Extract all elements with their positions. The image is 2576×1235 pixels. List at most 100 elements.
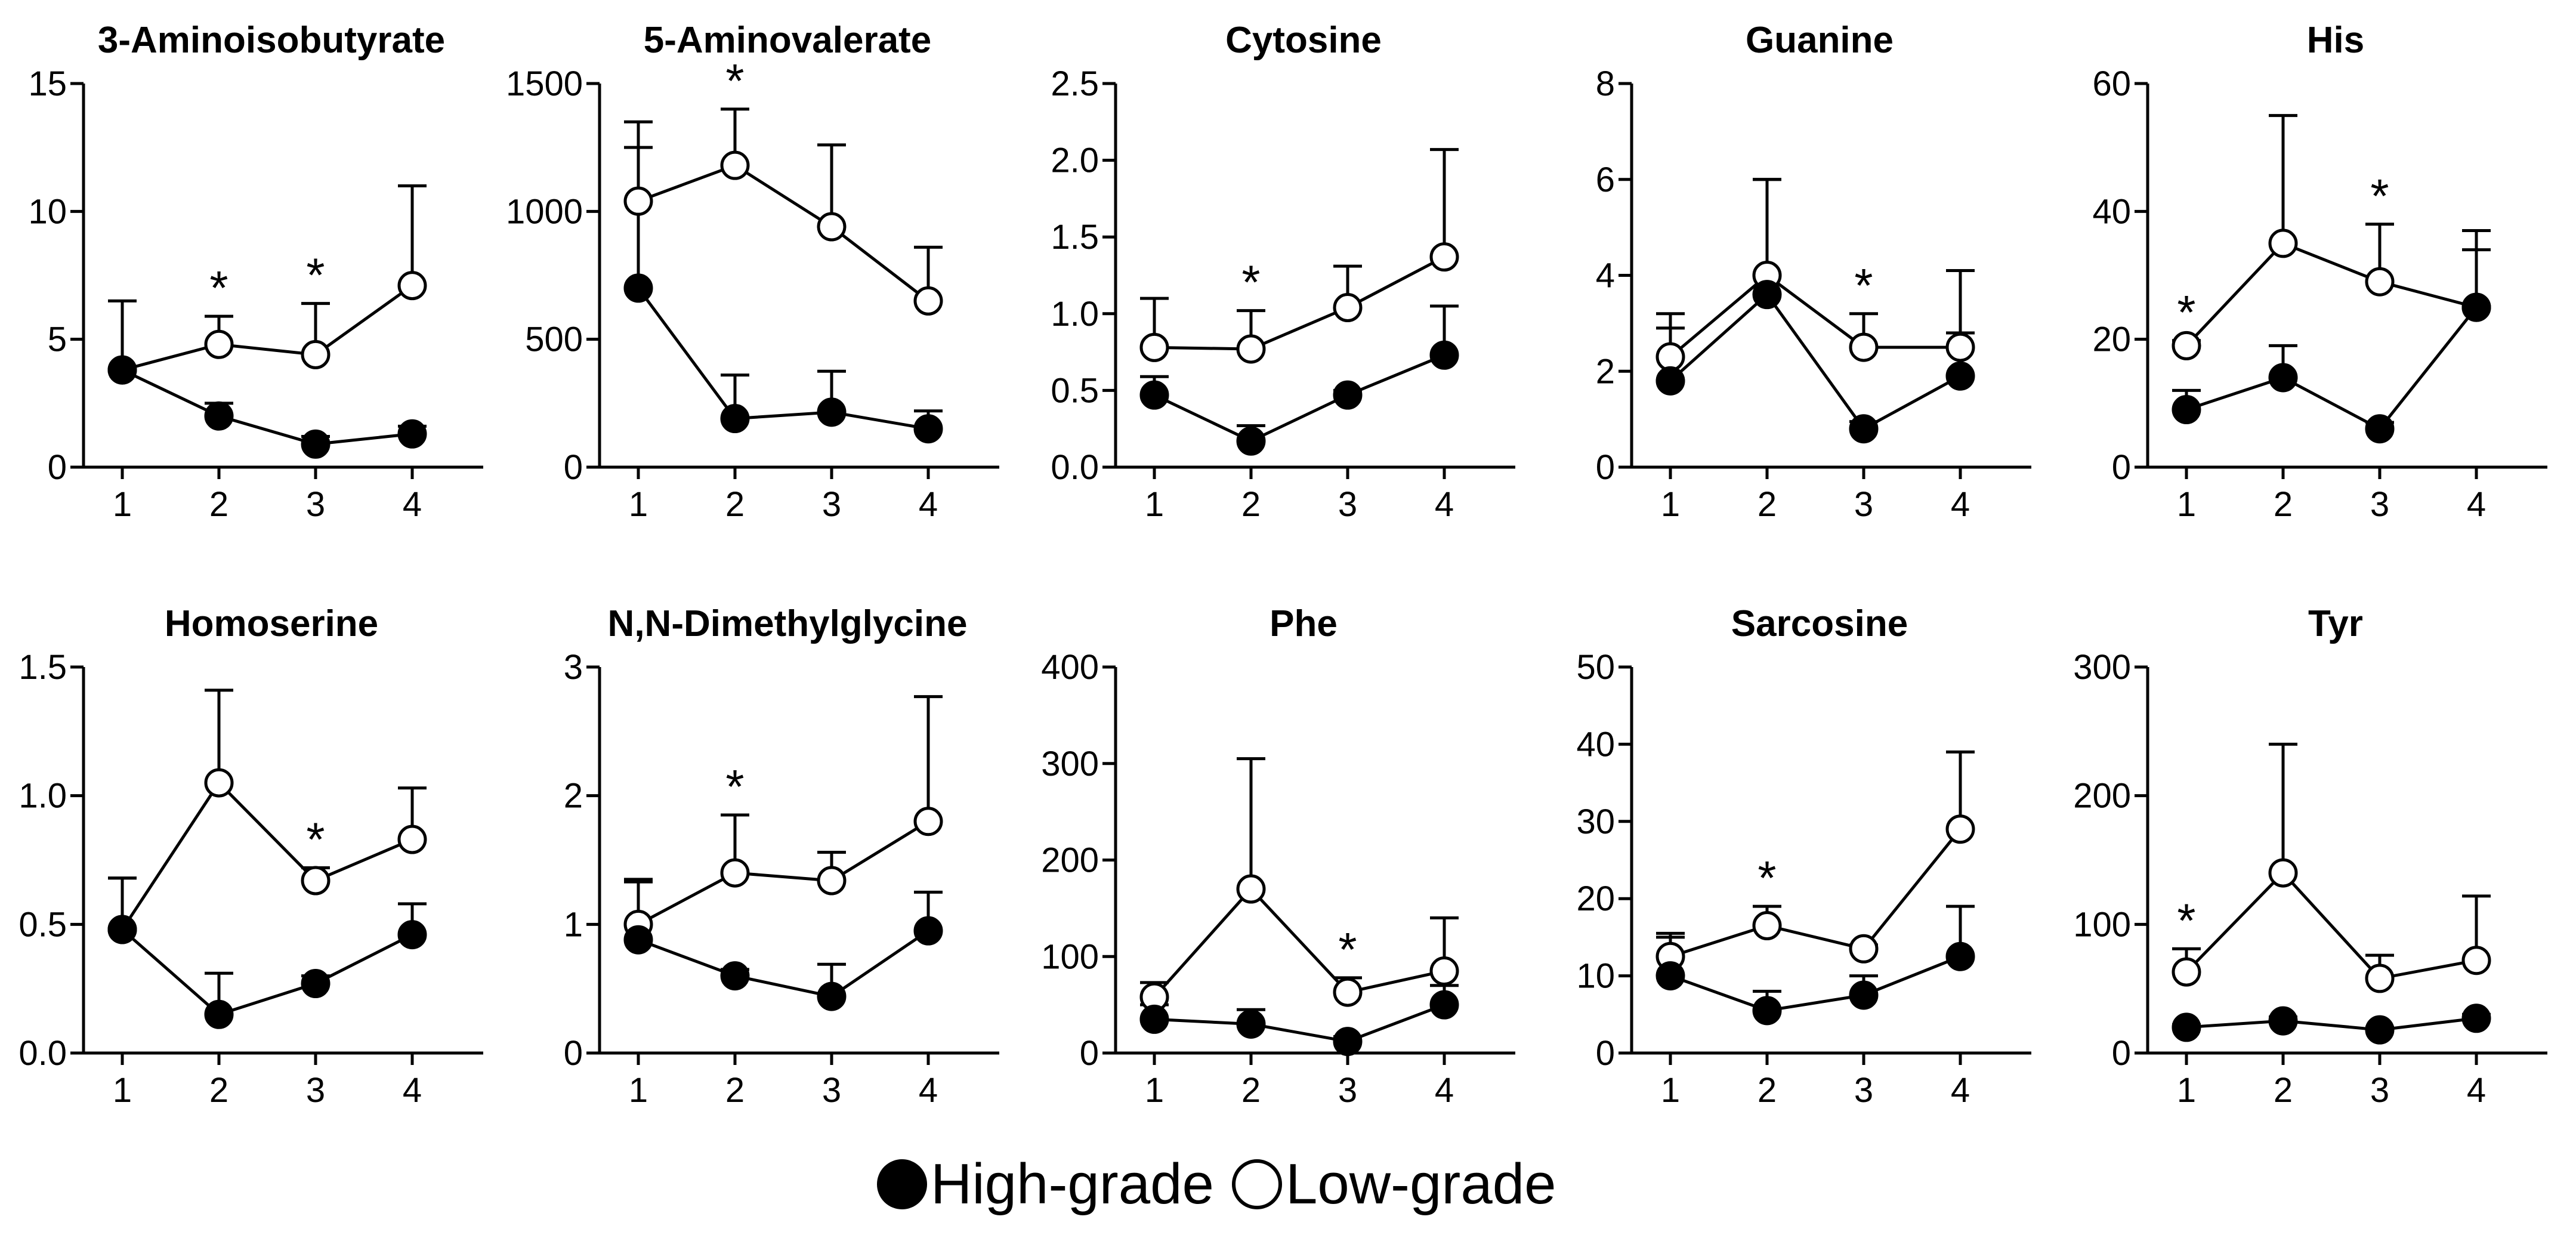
chart-panel-10: Tyr 0 100 200 300 1 2 3 4 *	[2073, 603, 2547, 1110]
data-point-high-grade	[817, 981, 847, 1011]
chart-panel-3: Cytosine 0.0 0.5 1.0 1.5 2.0 2.5 1 2 3 4 *	[1051, 20, 1515, 524]
y-tick-label: 2.5	[1051, 64, 1099, 103]
data-point-high-grade	[1236, 1009, 1266, 1039]
x-tick-label: 4	[1435, 1071, 1454, 1110]
y-tick-label: 10	[28, 192, 67, 231]
data-point-high-grade	[720, 404, 750, 434]
x-tick-label: 1	[629, 485, 648, 524]
y-tick-label: 0.5	[18, 905, 67, 944]
data-point-high-grade	[107, 915, 137, 944]
legend-item-high: High-grade	[877, 1151, 1214, 1217]
data-point-high-grade	[1333, 1027, 1363, 1057]
chart-title: Cytosine	[1225, 20, 1382, 61]
x-tick-label: 2	[1758, 485, 1777, 524]
series-line-low-grade	[1154, 255, 1445, 351]
data-point-high-grade	[1752, 280, 1782, 310]
data-point-high-grade	[1945, 941, 1975, 971]
significance-asterisk: *	[725, 760, 744, 813]
data-point-high-grade	[204, 401, 234, 431]
data-point-low-grade	[2365, 267, 2395, 297]
data-point-low-grade	[2268, 858, 2298, 888]
significance-asterisk: *	[306, 813, 325, 866]
data-point-high-grade	[913, 414, 943, 444]
y-tick-label: 1.5	[1051, 218, 1099, 257]
x-tick-label: 3	[822, 485, 841, 524]
data-point-low-grade	[913, 286, 943, 316]
x-tick-label: 1	[629, 1071, 648, 1110]
y-tick-label: 1.0	[1051, 295, 1099, 334]
data-point-high-grade	[1139, 380, 1169, 410]
x-tick-label: 4	[919, 485, 938, 524]
significance-asterisk: *	[725, 54, 744, 107]
data-point-high-grade	[2365, 414, 2395, 444]
chart-title: Tyr	[2308, 603, 2363, 644]
series-line-low-grade	[638, 163, 929, 302]
y-tick-label: 0	[564, 448, 583, 487]
data-point-low-grade	[1945, 332, 1975, 362]
y-tick-label: 0	[2112, 1034, 2131, 1073]
series-line-low-grade	[121, 780, 413, 931]
data-point-high-grade	[2268, 1006, 2298, 1036]
data-point-low-grade	[301, 866, 331, 896]
y-tick-label: 6	[1596, 160, 1615, 199]
data-point-low-grade	[397, 271, 427, 301]
series-line-low-grade	[122, 284, 413, 372]
data-point-low-grade	[2172, 957, 2201, 987]
x-tick-label: 2	[725, 1071, 745, 1110]
chart-title: 3-Aminoisobutyrate	[98, 20, 445, 61]
series-line-high-grade	[1154, 1003, 1445, 1043]
x-tick-label: 3	[306, 485, 325, 524]
data-point-low-grade	[301, 339, 331, 369]
significance-asterisk: *	[2177, 894, 2195, 947]
x-tick-label: 4	[403, 1071, 422, 1110]
data-point-high-grade	[1429, 340, 1459, 370]
data-point-low-grade	[1655, 342, 1685, 372]
x-tick-label: 2	[1241, 485, 1261, 524]
x-tick-label: 2	[1241, 1071, 1261, 1110]
legend-label-low: Low-grade	[1285, 1152, 1556, 1216]
y-tick-label: 20	[2092, 320, 2131, 359]
y-tick-label: 0.5	[1051, 371, 1099, 410]
x-tick-label: 3	[2370, 485, 2389, 524]
data-point-low-grade	[204, 768, 234, 798]
x-tick-label: 4	[2467, 1071, 2486, 1110]
chart-title: Phe	[1270, 603, 1338, 644]
data-point-low-grade	[1333, 977, 1363, 1007]
x-tick-label: 1	[1145, 485, 1164, 524]
chart-panel-7: N,N-Dimethylglycine 0 1 2 3 1 2 3 4 *	[564, 603, 999, 1110]
y-tick-label: 20	[1576, 879, 1615, 918]
data-point-high-grade	[2172, 1012, 2201, 1042]
y-tick-label: 0	[1596, 448, 1615, 487]
x-tick-label: 2	[209, 1071, 228, 1110]
data-point-high-grade	[623, 925, 653, 955]
x-tick-label: 4	[1951, 1071, 1970, 1110]
chart-title: N,N-Dimethylglycine	[608, 603, 968, 644]
significance-asterisk: *	[209, 261, 228, 314]
data-point-high-grade	[2172, 395, 2201, 425]
x-tick-label: 4	[1435, 485, 1454, 524]
chart-panel-4: Guanine 0 2 4 6 8 1 2 3 4 *	[1596, 20, 2031, 524]
series-line-low-grade	[637, 820, 929, 926]
significance-asterisk: *	[1241, 256, 1260, 309]
data-point-high-grade	[1752, 996, 1782, 1026]
data-point-high-grade	[107, 355, 137, 385]
x-tick-label: 1	[1661, 1071, 1680, 1110]
y-tick-label: 0	[1596, 1034, 1615, 1073]
data-point-low-grade	[2461, 946, 2491, 975]
data-point-high-grade	[720, 961, 750, 991]
y-tick-label: 1000	[506, 192, 583, 231]
y-tick-label: 200	[2073, 777, 2131, 816]
data-point-high-grade	[1849, 414, 1879, 444]
series-line-low-grade	[2185, 241, 2477, 347]
series-line-high-grade	[2186, 306, 2478, 431]
y-tick-label: 1.5	[18, 648, 67, 687]
significance-asterisk: *	[2177, 286, 2195, 339]
significance-asterisk: *	[1758, 851, 1776, 904]
chart-panel-6: Homoserine 0.0 0.5 1.0 1.5 1 2 3 4 *	[18, 603, 483, 1110]
data-point-low-grade	[1236, 334, 1266, 364]
y-tick-label: 0	[2112, 448, 2131, 487]
series-line-low-grade	[1153, 887, 1445, 998]
x-tick-label: 2	[209, 485, 228, 524]
significance-asterisk: *	[1338, 923, 1357, 976]
x-tick-label: 3	[1854, 485, 1873, 524]
